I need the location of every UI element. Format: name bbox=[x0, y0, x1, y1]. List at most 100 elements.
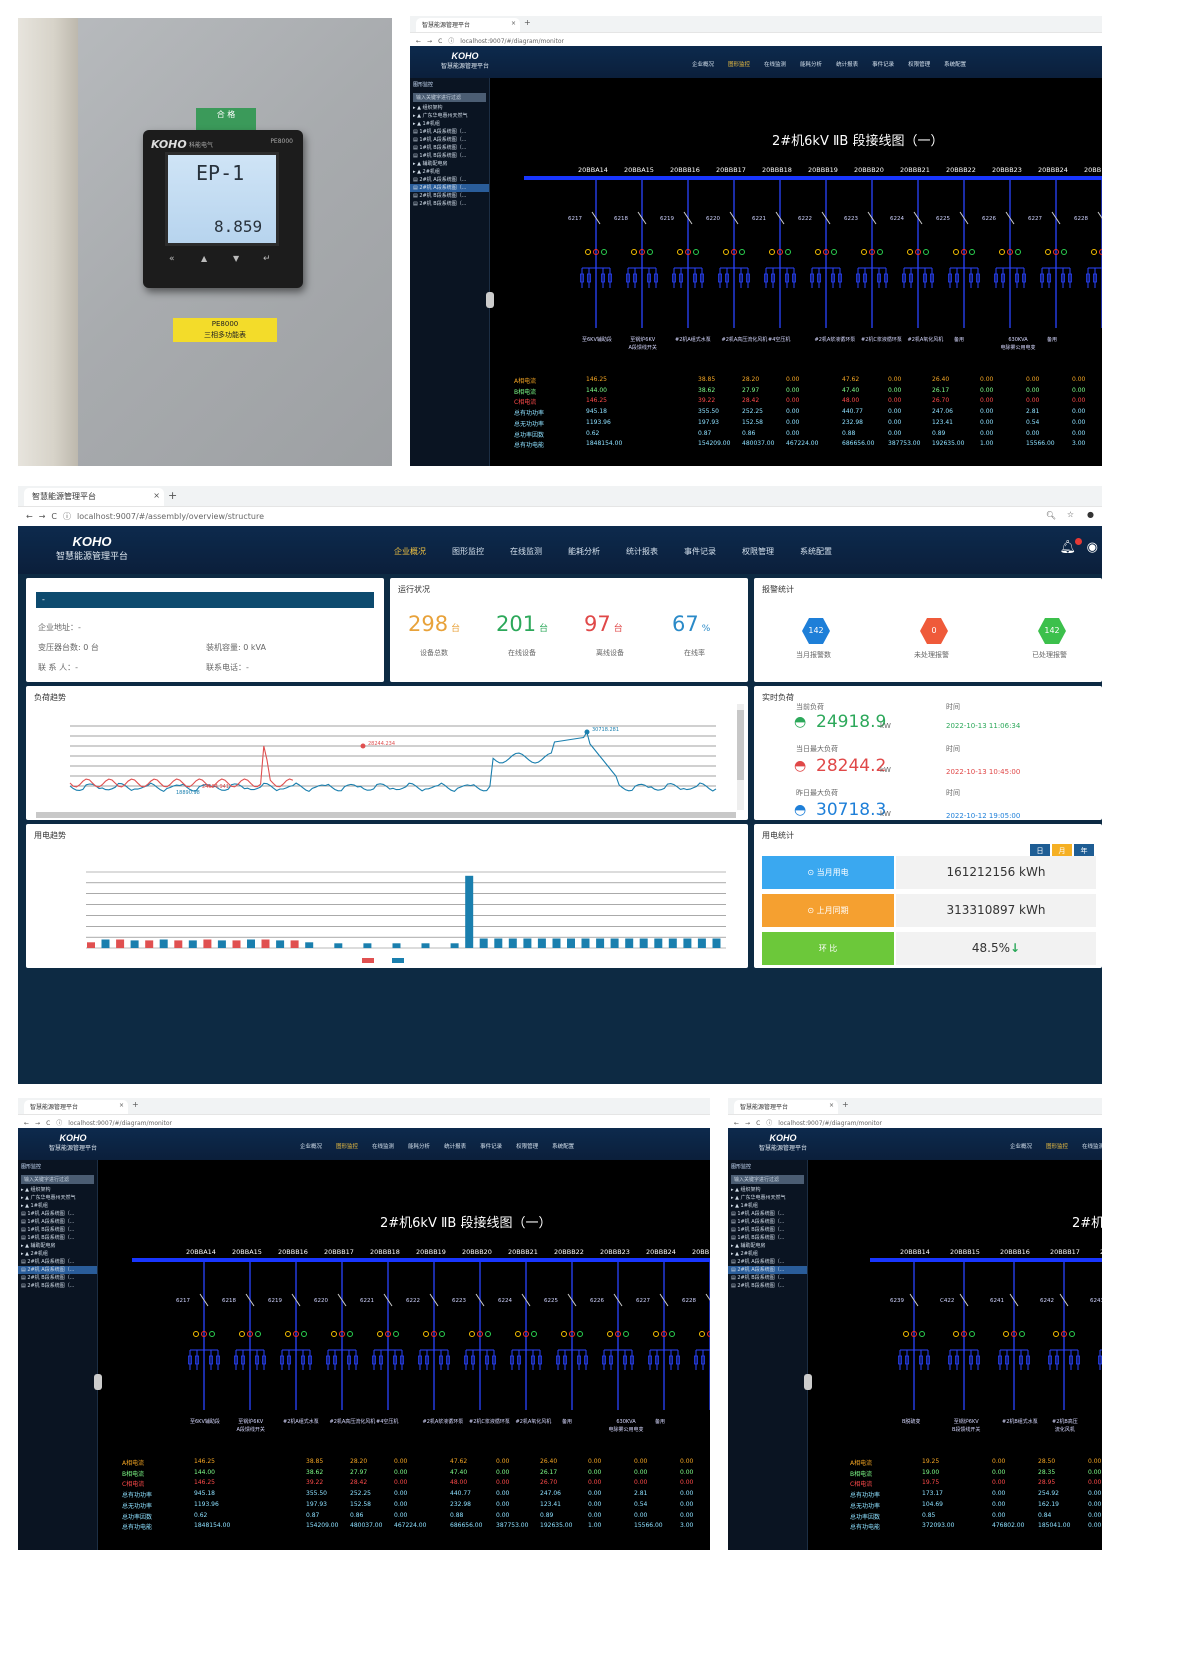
notification-bell-icon[interactable]: 🔔︎ bbox=[1059, 540, 1076, 555]
tree-node[interactable]: ▸ ▲ 2#机组 bbox=[21, 1251, 48, 1257]
energy-bar[interactable] bbox=[247, 939, 255, 949]
feeder[interactable] bbox=[764, 180, 796, 328]
tree-node[interactable]: ▸ ▲ 1#机组 bbox=[413, 121, 440, 127]
energy-bar[interactable] bbox=[159, 939, 168, 949]
energy-bar[interactable] bbox=[276, 940, 285, 948]
menu-item[interactable]: 能耗分析 bbox=[568, 547, 600, 556]
feeder[interactable] bbox=[948, 1262, 980, 1410]
energy-bar[interactable] bbox=[203, 939, 212, 949]
feeder[interactable] bbox=[280, 1262, 312, 1410]
back-icon[interactable]: ← bbox=[416, 38, 422, 45]
tree-node[interactable]: ▤ 1#机 A段系统图（... bbox=[21, 1219, 75, 1225]
energy-bar[interactable] bbox=[596, 938, 605, 949]
tree-node[interactable]: ▸ ▲ 广东华电惠州天然气 bbox=[21, 1195, 76, 1201]
energy-bar[interactable] bbox=[363, 943, 372, 949]
feeder[interactable] bbox=[718, 180, 750, 328]
alarm-hex-badge[interactable]: 0 bbox=[920, 618, 948, 644]
menu-item[interactable]: 统计报表 bbox=[626, 547, 658, 556]
feeder[interactable] bbox=[580, 180, 612, 328]
alarm-hex-badge[interactable]: 142 bbox=[802, 618, 830, 644]
tree-node[interactable]: ▤ 1#机 A段系统图（... bbox=[413, 137, 467, 143]
feeder[interactable] bbox=[510, 1262, 542, 1410]
energy-bar[interactable] bbox=[654, 938, 663, 949]
new-tab-icon[interactable]: + bbox=[524, 18, 531, 27]
tab-close-icon[interactable]: × bbox=[153, 491, 160, 500]
tree-node[interactable]: ▤ 1#机 A段系统图（... bbox=[731, 1211, 785, 1217]
menu-item[interactable]: 系统配置 bbox=[944, 62, 967, 68]
zoom-icon[interactable]: 🔍︎ bbox=[1045, 511, 1056, 520]
tree-node[interactable]: ▸ ▲ 辅助配电房 bbox=[413, 161, 448, 167]
tree-node[interactable]: ▸ ▲ 2#机组 bbox=[731, 1251, 758, 1257]
reload-icon[interactable]: C bbox=[438, 38, 443, 45]
feeder[interactable] bbox=[626, 180, 658, 328]
energy-bar[interactable] bbox=[421, 943, 430, 949]
energy-bar[interactable] bbox=[261, 939, 270, 949]
energy-bar[interactable] bbox=[610, 938, 619, 949]
bookmark-star-icon[interactable]: ☆ bbox=[1066, 510, 1074, 519]
tree-node[interactable]: ▤ 2#机 A段系统图（... bbox=[731, 1259, 785, 1265]
tree-node[interactable]: ▤ 2#机 B段系统图（... bbox=[413, 201, 467, 207]
menu-item[interactable]: 在线监测 bbox=[372, 1144, 395, 1150]
energy-bar[interactable] bbox=[552, 938, 561, 949]
feeder[interactable] bbox=[188, 1262, 220, 1410]
energy-bar[interactable] bbox=[188, 940, 197, 948]
feeder[interactable] bbox=[856, 180, 888, 328]
energy-bar[interactable] bbox=[116, 939, 125, 949]
period-tab[interactable]: 月 bbox=[1052, 844, 1072, 858]
energy-bar[interactable] bbox=[639, 938, 648, 949]
sidebar-search-input[interactable]: 输入关键字进行过滤 bbox=[731, 1175, 804, 1184]
menu-item[interactable]: 企业概况 bbox=[692, 62, 715, 68]
energy-bar[interactable] bbox=[174, 940, 183, 948]
menu-item[interactable]: 统计报表 bbox=[836, 62, 859, 68]
tree-node[interactable]: ▸ ▲ 1#机组 bbox=[21, 1203, 48, 1209]
feeder[interactable] bbox=[326, 1262, 358, 1410]
tree-node[interactable]: ▸ ▲ 组织架构 bbox=[21, 1187, 51, 1193]
tree-node[interactable]: ▸ ▲ 辅助配电房 bbox=[731, 1243, 766, 1249]
load-trend-vscrollbar[interactable] bbox=[737, 704, 744, 810]
forward-icon[interactable]: → bbox=[38, 512, 46, 521]
tree-node[interactable]: ▸ ▲ 1#机组 bbox=[731, 1203, 758, 1209]
menu-item[interactable]: 系统配置 bbox=[800, 547, 832, 556]
browser-tab[interactable]: 智慧能源管理平台 × bbox=[416, 18, 520, 32]
alarm-hex-badge[interactable]: 142 bbox=[1038, 618, 1066, 644]
forward-icon[interactable]: → bbox=[427, 38, 433, 45]
load-trend-hscrollbar[interactable] bbox=[36, 812, 736, 818]
energy-bar[interactable] bbox=[130, 940, 139, 948]
menu-item[interactable]: 企业概况 bbox=[394, 547, 426, 556]
menu-item[interactable]: 在线监测 bbox=[510, 547, 542, 556]
energy-bar[interactable] bbox=[567, 938, 575, 949]
tree-node[interactable]: ▸ ▲ 组织架构 bbox=[731, 1187, 761, 1193]
menu-item[interactable]: 权限管理 bbox=[742, 547, 774, 556]
energy-bar[interactable] bbox=[290, 940, 299, 948]
feeder[interactable] bbox=[648, 1262, 680, 1410]
tree-node[interactable]: ▤ 2#机 B段系统图（... bbox=[21, 1275, 75, 1281]
tree-node[interactable]: ▤ 2#机 A段系统图（... bbox=[410, 184, 489, 192]
menu-item[interactable]: 统计报表 bbox=[444, 1144, 467, 1150]
feeder[interactable] bbox=[694, 1262, 711, 1410]
energy-bar[interactable] bbox=[305, 942, 314, 948]
feeder[interactable] bbox=[998, 1262, 1030, 1410]
new-tab-icon[interactable]: + bbox=[168, 489, 178, 502]
menu-item[interactable]: 能耗分析 bbox=[408, 1144, 431, 1150]
tree-node[interactable]: ▤ 1#机 B段系统图（... bbox=[731, 1227, 785, 1233]
energy-bar[interactable] bbox=[523, 938, 532, 949]
menu-item[interactable]: 权限管理 bbox=[908, 62, 931, 68]
feeder[interactable] bbox=[418, 1262, 450, 1410]
tab-close-icon[interactable]: × bbox=[828, 1102, 834, 1109]
menu-item[interactable]: 权限管理 bbox=[516, 1144, 539, 1150]
reload-icon[interactable]: C bbox=[46, 1120, 51, 1127]
profile-icon[interactable]: ● bbox=[1087, 510, 1094, 519]
tree-node[interactable]: ▤ 2#机 A段系统图（... bbox=[728, 1266, 807, 1274]
feeder[interactable] bbox=[1040, 180, 1072, 328]
sidebar-collapse-handle[interactable] bbox=[486, 292, 494, 308]
feeder[interactable] bbox=[902, 180, 934, 328]
tree-node[interactable]: ▤ 1#机 B段系统图（... bbox=[413, 153, 467, 159]
feeder[interactable] bbox=[1048, 1262, 1080, 1410]
menu-item[interactable]: 系统配置 bbox=[552, 1144, 575, 1150]
tree-node[interactable]: ▤ 2#机 B段系统图（... bbox=[731, 1275, 785, 1281]
tree-node[interactable]: ▤ 2#机 B段系统图（... bbox=[731, 1283, 785, 1289]
tree-node[interactable]: ▤ 1#机 A段系统图（... bbox=[413, 129, 467, 135]
